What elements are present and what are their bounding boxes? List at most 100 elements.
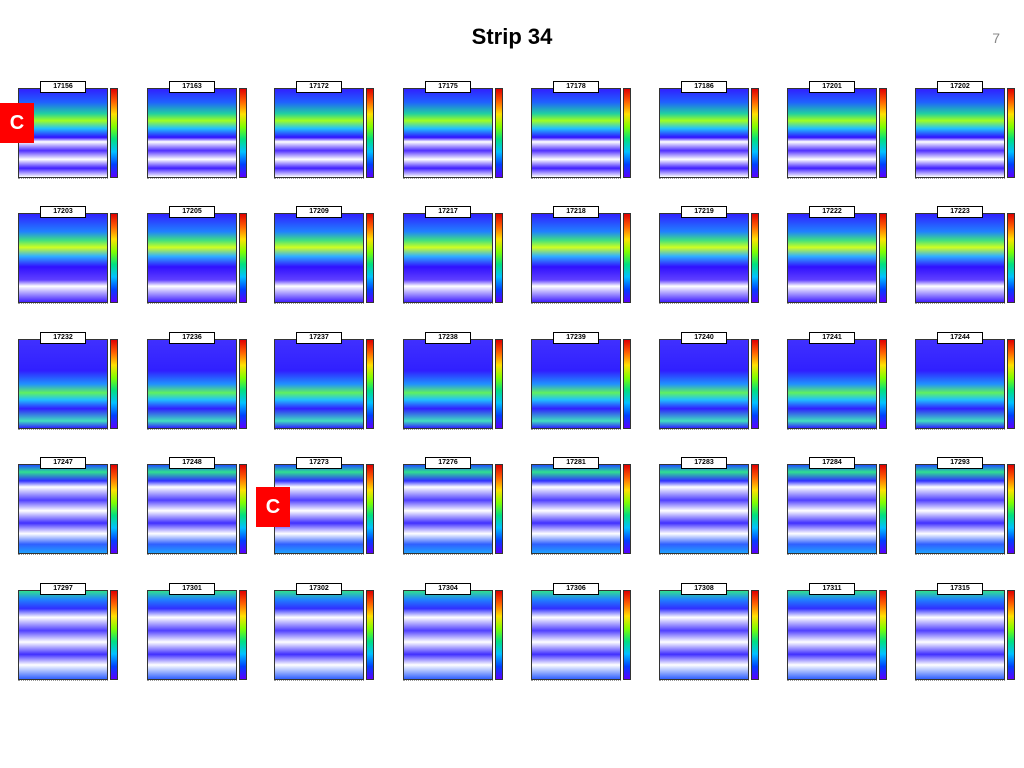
x-axis [531,429,621,431]
heatmap-plot [531,339,621,429]
x-axis [147,680,237,682]
heatmap-plot [915,464,1005,554]
color-scale [110,88,118,178]
x-axis [531,554,621,556]
histogram-panel: 17293 [911,457,1021,560]
histogram-panel: 17218 [527,206,637,309]
x-axis [403,429,493,431]
panel-label: 17293 [937,457,983,469]
histogram-panel: 17304 [399,583,509,686]
heatmap-plot [403,590,493,680]
panel-label: 17186 [681,81,727,93]
color-scale [751,88,759,178]
x-axis [659,303,749,305]
color-scale [110,464,118,554]
histogram-panel: 17301 [143,583,253,686]
panel-label: 17306 [553,583,599,595]
x-axis [18,178,108,180]
histogram-panel: 17239 [527,332,637,435]
histogram-panel: 17219 [655,206,765,309]
histogram-panel: 17248 [143,457,253,560]
histogram-panel: 17302 [270,583,380,686]
x-axis [659,554,749,556]
x-axis [787,178,877,180]
color-scale [623,590,631,680]
panel-label: 17205 [169,206,215,218]
color-scale [366,88,374,178]
heatmap-plot [787,339,877,429]
panel-label: 17238 [425,332,471,344]
page-number: 7 [992,30,1000,46]
x-axis [403,178,493,180]
heatmap-plot [531,590,621,680]
x-axis [147,554,237,556]
color-scale [879,88,887,178]
panel-label: 17283 [681,457,727,469]
panel-label: 17236 [169,332,215,344]
color-scale [879,464,887,554]
panel-label: 17222 [809,206,855,218]
histogram-panel: 17217 [399,206,509,309]
x-axis [659,680,749,682]
panel-label: 17237 [296,332,342,344]
histogram-panel: 17223 [911,206,1021,309]
heatmap-plot [531,464,621,554]
color-scale [366,213,374,303]
panel-label: 17202 [937,81,983,93]
panel-label: 17276 [425,457,471,469]
histogram-panel: 17178 [527,81,637,184]
heatmap-plot [659,213,749,303]
color-scale [623,339,631,429]
panel-label: 17304 [425,583,471,595]
histogram-panel: 17308 [655,583,765,686]
panel-label: 17273 [296,457,342,469]
heatmap-plot [18,339,108,429]
color-scale [623,464,631,554]
panel-label: 17281 [553,457,599,469]
panel-label: 17201 [809,81,855,93]
color-scale [110,590,118,680]
histogram-panel: 17306 [527,583,637,686]
x-axis [659,178,749,180]
heatmap-plot [787,213,877,303]
heatmap-plot [659,339,749,429]
x-axis [403,554,493,556]
color-scale [879,213,887,303]
x-axis [274,554,364,556]
heatmap-plot [147,590,237,680]
x-axis [18,429,108,431]
panel-label: 17209 [296,206,342,218]
panel-label: 17156 [40,81,86,93]
heatmap-plot [147,464,237,554]
color-scale [495,590,503,680]
histogram-panel: 17209 [270,206,380,309]
x-axis [274,178,364,180]
panel-label: 17217 [425,206,471,218]
panel-label: 17284 [809,457,855,469]
histogram-panel: 17163 [143,81,253,184]
histogram-panel: 17238 [399,332,509,435]
panel-label: 17218 [553,206,599,218]
histogram-panel: 17311 [783,583,893,686]
panel-label: 17311 [809,583,855,595]
x-axis [403,680,493,682]
color-scale [623,213,631,303]
panel-label: 17175 [425,81,471,93]
histogram-panel: 17186 [655,81,765,184]
color-scale [1007,88,1015,178]
heatmap-plot [18,464,108,554]
histogram-panel: 17202 [911,81,1021,184]
panel-label: 17240 [681,332,727,344]
heatmap-plot [274,339,364,429]
histogram-panel: 17283 [655,457,765,560]
histogram-panel: 17236 [143,332,253,435]
slide-title: Strip 34 [471,24,553,49]
color-scale [751,590,759,680]
histogram-panel: 17247 [14,457,124,560]
x-axis [531,303,621,305]
x-axis [531,680,621,682]
heatmap-plot [659,590,749,680]
color-scale [239,339,247,429]
panel-label: 17223 [937,206,983,218]
